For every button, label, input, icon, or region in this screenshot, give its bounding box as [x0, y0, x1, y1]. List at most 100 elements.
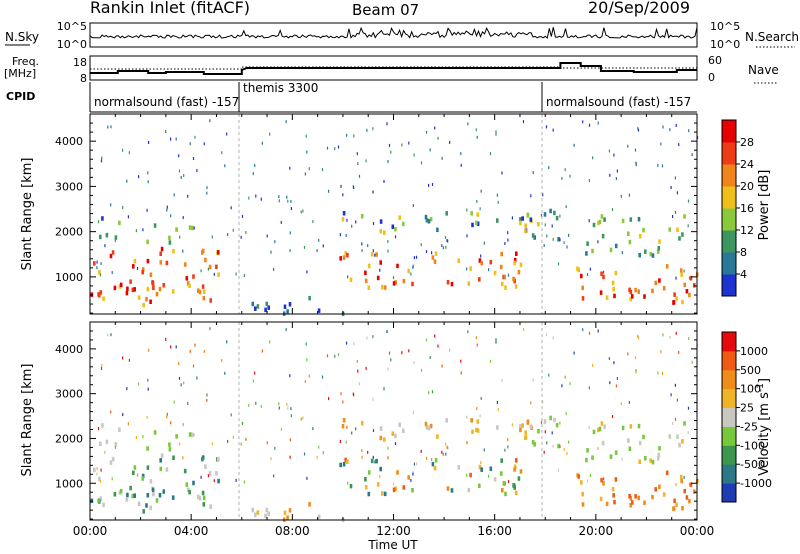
velocity-cell	[113, 492, 117, 497]
power-cell	[165, 260, 169, 266]
power-cell	[376, 275, 380, 281]
power-cell	[194, 135, 196, 139]
velocity-cell	[450, 488, 454, 493]
velocity-cell	[376, 482, 380, 487]
velocity-cell	[110, 333, 112, 337]
power-cell	[429, 216, 433, 222]
nave-tick-low: 0	[708, 71, 715, 84]
power-cell	[119, 282, 123, 288]
power-cell	[342, 211, 346, 216]
power-cell	[353, 134, 355, 138]
power-cell	[637, 126, 639, 130]
velocity-cell	[680, 478, 683, 484]
power-cell	[500, 251, 503, 257]
velocity-cell	[504, 491, 507, 497]
power-cell	[99, 290, 103, 295]
velocity-cell	[483, 448, 485, 452]
x-tick-label: 04:00	[174, 524, 209, 538]
velocity-cell	[674, 383, 676, 387]
velocity-cell	[597, 329, 599, 333]
velocity-cell	[171, 495, 175, 500]
power-cell	[241, 214, 244, 218]
power-cell	[387, 240, 389, 243]
power-cell	[424, 214, 428, 220]
power-cell	[661, 164, 664, 168]
velocity-cell	[290, 414, 292, 418]
velocity-cell	[270, 457, 272, 461]
power-cell	[591, 248, 594, 254]
power-cell	[227, 233, 229, 237]
velocity-cell	[524, 435, 527, 441]
power-cell	[697, 136, 699, 140]
velocity-cell	[503, 481, 506, 486]
velocity-cell	[657, 452, 661, 458]
power-cell	[217, 250, 220, 255]
cpid-mode-2: themis 3300	[243, 81, 318, 95]
velocity-cell	[287, 406, 289, 410]
power-cell	[111, 250, 115, 255]
power-cell	[431, 183, 434, 186]
velocity-colorbar-swatch	[722, 350, 736, 371]
power-colorbar: 4 8 12 16 20 24 28	[721, 119, 754, 297]
power-cell	[96, 260, 98, 264]
power-cell	[162, 283, 166, 288]
velocity-cell	[175, 345, 177, 349]
power-cell	[434, 126, 436, 130]
velocity-cell	[697, 343, 699, 347]
power-cell	[201, 250, 204, 255]
power-cell	[612, 286, 615, 292]
velocity-cell	[568, 440, 570, 444]
velocity-cell	[675, 502, 678, 507]
power-cell	[445, 211, 448, 216]
velocity-cell	[173, 400, 175, 404]
power-cell	[204, 257, 207, 263]
power-cell	[476, 221, 480, 226]
velocity-cell	[125, 497, 129, 502]
power-cell	[442, 246, 444, 250]
velocity-cell	[182, 456, 184, 460]
velocity-cell	[603, 477, 605, 481]
velocity-cell	[317, 514, 321, 519]
power-colorbar-swatch	[722, 274, 736, 297]
freq-tick-high: 18	[73, 56, 87, 69]
velocity-cell	[597, 427, 600, 433]
velocity-cell	[497, 408, 499, 411]
power-cell	[555, 215, 559, 221]
power-cell	[339, 256, 342, 261]
velocity-cell	[577, 474, 580, 479]
power-cell	[289, 249, 291, 253]
power-cell	[93, 261, 96, 266]
velocity-cell	[402, 428, 405, 434]
power-cell	[621, 251, 623, 255]
velocity-cell	[372, 397, 374, 401]
frequency-trace	[90, 62, 697, 75]
velocity-cell	[552, 336, 554, 340]
velocity-cell	[609, 381, 611, 385]
power-cell	[642, 227, 645, 233]
velocity-cell	[460, 359, 462, 363]
velocity-cell	[428, 391, 430, 395]
power-cell	[346, 252, 349, 258]
power-cell	[402, 221, 405, 227]
power-cell	[657, 163, 659, 167]
velocity-cell	[446, 445, 448, 449]
power-cell	[353, 186, 355, 189]
power-cell	[273, 267, 275, 271]
power-cell	[415, 255, 418, 259]
velocity-cell	[166, 415, 168, 419]
power-colorbar-swatch	[722, 230, 736, 253]
velocity-cell	[179, 442, 181, 446]
power-colorbar-tick-label: 24	[740, 158, 754, 171]
power-cell	[600, 214, 604, 219]
y-tick-label: 3000	[55, 388, 83, 401]
power-cell	[159, 251, 162, 256]
power-cell	[110, 125, 112, 129]
power-cell	[160, 246, 164, 252]
power-colorbar-tick-label: 12	[740, 224, 754, 237]
velocity-cell	[480, 396, 482, 400]
power-cell	[549, 208, 552, 214]
velocity-cell	[183, 381, 185, 385]
y-tick-label: 2000	[55, 432, 83, 445]
power-cell	[217, 272, 220, 277]
power-cell	[165, 130, 167, 133]
